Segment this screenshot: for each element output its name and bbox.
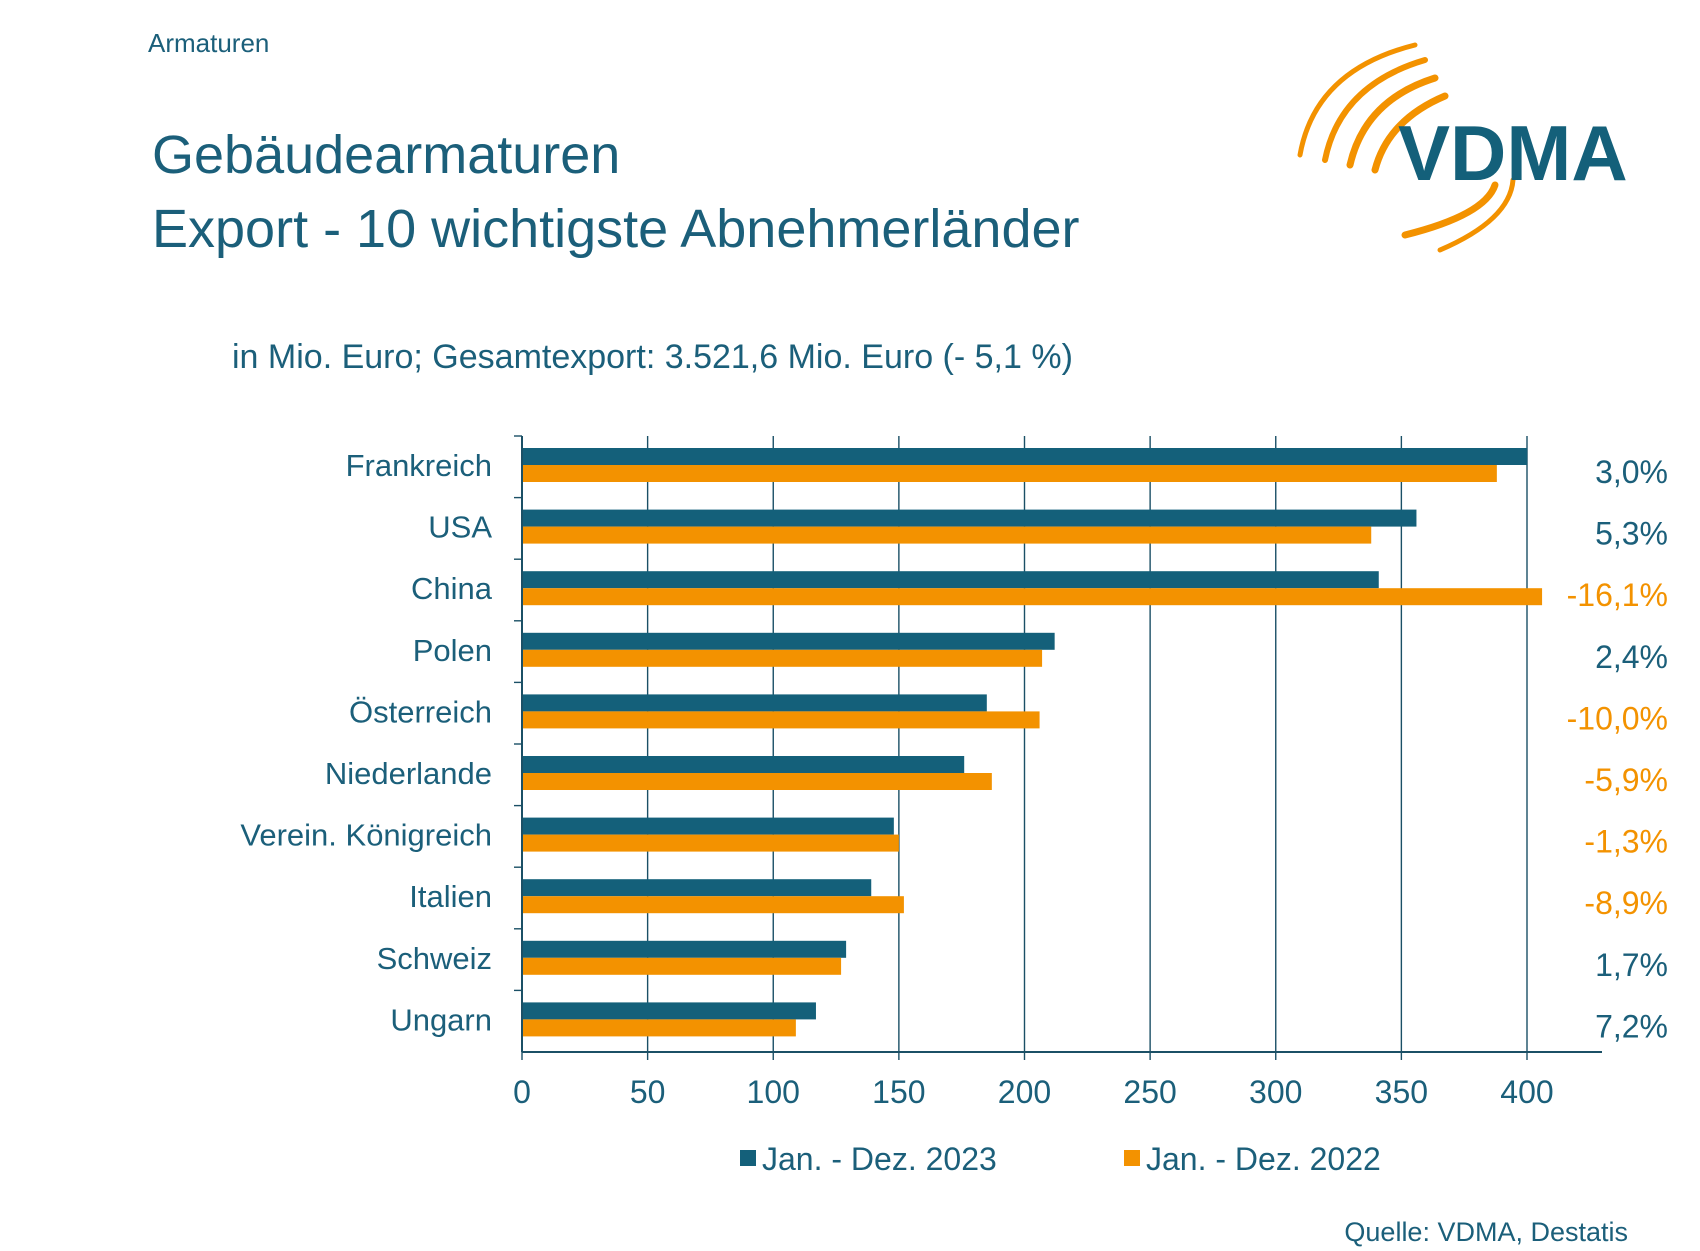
legend: Jan. - Dez. 2023 Jan. - Dez. 2022 xyxy=(740,1141,1381,1177)
category-label: Polen xyxy=(413,633,492,668)
bar-2022 xyxy=(522,1019,796,1037)
bar-2023 xyxy=(522,756,965,773)
x-tick-label: 200 xyxy=(998,1074,1051,1110)
bar-2023 xyxy=(522,632,1055,650)
unit-note: in Mio. Euro; Gesamtexport: 3.521,6 Mio.… xyxy=(232,338,1073,376)
bar-2022 xyxy=(522,526,1372,544)
bar-2023 xyxy=(522,448,1527,465)
change-label: 1,7% xyxy=(1595,947,1668,983)
category-label: Ungarn xyxy=(390,1002,492,1037)
x-tick-label: 350 xyxy=(1375,1074,1428,1110)
bar-2023 xyxy=(522,817,894,835)
legend-swatch xyxy=(740,1150,756,1166)
change-label: -10,0% xyxy=(1567,700,1668,736)
x-tick-label: 300 xyxy=(1249,1074,1302,1110)
category-label: Niederlande xyxy=(325,756,492,791)
labels: 0 50 100 150 200 250 300 350 400 Frankreich 3,0% US… xyxy=(240,448,1668,1110)
bar-2022 xyxy=(522,834,899,852)
logo-arc-1 xyxy=(1297,42,1418,158)
legend-label: Jan. - Dez. 2022 xyxy=(1146,1141,1381,1177)
logo-arc-2 xyxy=(1322,57,1428,163)
change-label: 3,0% xyxy=(1595,454,1668,490)
bar-2022 xyxy=(522,896,904,914)
bar-2022 xyxy=(522,588,1543,606)
category-label: USA xyxy=(428,510,492,545)
change-label: 2,4% xyxy=(1595,639,1668,675)
x-tick-label: 250 xyxy=(1123,1074,1176,1110)
x-tick-label: 400 xyxy=(1500,1074,1553,1110)
bar-2023 xyxy=(522,1002,816,1020)
change-label: -5,9% xyxy=(1584,762,1668,798)
bar-2023 xyxy=(522,940,847,958)
legend-label: Jan. - Dez. 2023 xyxy=(762,1141,997,1177)
category-label: China xyxy=(411,571,493,606)
logo-arc-4 xyxy=(1371,92,1449,174)
title-line-1: Gebäudearmaturen xyxy=(152,125,621,185)
title-line-2: Export - 10 wichtigste Abnehmerländer xyxy=(152,199,1080,259)
logo-arc-5 xyxy=(1401,181,1499,239)
source-note: Quelle: VDMA, Destatis xyxy=(1344,1217,1628,1247)
x-tick-label: 50 xyxy=(630,1074,666,1110)
category-label: Italien xyxy=(409,879,492,914)
logo-arc-6 xyxy=(1437,177,1516,253)
page-title: Gebäudearmaturen Export - 10 wichtigste … xyxy=(152,118,1080,266)
bar-2023 xyxy=(522,571,1379,589)
x-tick-label: 150 xyxy=(872,1074,925,1110)
category-label: Frankreich xyxy=(346,448,492,483)
bar-2022 xyxy=(522,773,992,790)
change-label: -8,9% xyxy=(1584,885,1668,921)
bar-2023 xyxy=(522,509,1417,527)
change-label: 5,3% xyxy=(1595,516,1668,552)
legend-swatch xyxy=(1124,1150,1140,1166)
section-label: Armaturen xyxy=(148,28,270,58)
axes xyxy=(514,435,1602,1060)
bar-2022 xyxy=(522,649,1043,667)
category-label: Schweiz xyxy=(377,941,492,976)
bar-2023 xyxy=(522,879,872,897)
change-label: 7,2% xyxy=(1595,1008,1668,1044)
vdma-logo: VDMA xyxy=(1297,42,1628,253)
bar-2023 xyxy=(522,694,987,712)
x-tick-label: 0 xyxy=(513,1074,531,1110)
change-label: -1,3% xyxy=(1584,824,1668,860)
x-tick-label: 100 xyxy=(747,1074,800,1110)
category-label: Österreich xyxy=(349,694,492,729)
bars xyxy=(522,448,1543,1037)
logo-arc-3 xyxy=(1346,74,1439,169)
bar-2022 xyxy=(522,711,1040,729)
logo-text: VDMA xyxy=(1398,109,1628,197)
bar-2022 xyxy=(522,957,842,975)
change-label: -16,1% xyxy=(1567,577,1668,613)
category-label: Verein. Königreich xyxy=(240,818,492,853)
bar-2022 xyxy=(522,465,1497,482)
